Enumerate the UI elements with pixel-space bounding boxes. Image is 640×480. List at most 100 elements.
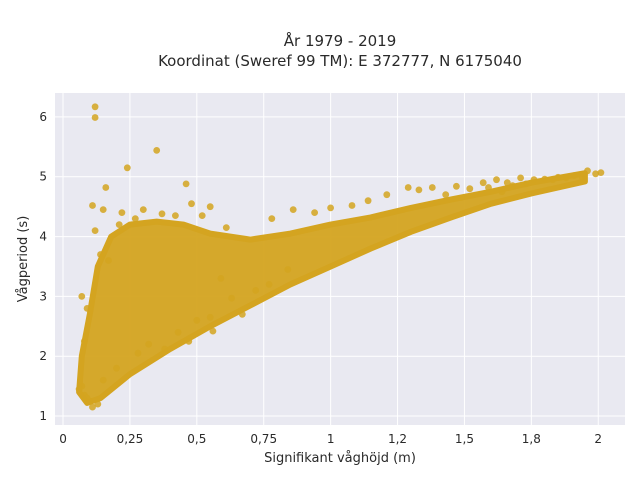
- data-point: [158, 210, 166, 218]
- data-point: [228, 294, 236, 302]
- data-point: [94, 400, 102, 408]
- data-point: [139, 206, 147, 214]
- x-axis-label: Signifikant våghöjd (m): [264, 451, 416, 466]
- data-points: [75, 103, 605, 411]
- data-point: [503, 179, 511, 187]
- data-point: [252, 287, 260, 294]
- data-point: [453, 182, 460, 190]
- data-point: [222, 224, 230, 232]
- data-point: [541, 175, 549, 183]
- data-point: [442, 191, 450, 199]
- y-axis-label: Vågperiod (s): [16, 216, 31, 303]
- data-point: [83, 305, 91, 312]
- data-point: [75, 385, 83, 393]
- data-point: [123, 164, 131, 172]
- data-point: [265, 281, 273, 288]
- data-point: [193, 316, 201, 324]
- data-point: [97, 251, 104, 258]
- y-tick-label: 2: [39, 349, 47, 363]
- x-tick-label: 0,5: [187, 432, 206, 446]
- x-tick-label: 0: [59, 432, 67, 446]
- data-point: [493, 176, 500, 184]
- data-point: [206, 313, 214, 321]
- y-tick-label: 4: [39, 230, 47, 244]
- data-point: [198, 212, 206, 220]
- data-point: [91, 227, 99, 235]
- data-point: [83, 394, 91, 402]
- x-tick-label: 0,75: [250, 432, 277, 446]
- chart-title-line1: År 1979 - 2019: [284, 31, 397, 50]
- x-tick-label: 0,25: [117, 432, 144, 446]
- data-point: [145, 340, 153, 348]
- grid-lines: [55, 93, 625, 425]
- data-point: [428, 184, 436, 191]
- data-point: [161, 345, 169, 353]
- x-axis-ticks: 0 0,25 0,5 0,75 1 1,2 1,5 1,8 2: [59, 432, 602, 446]
- data-point: [89, 403, 96, 411]
- y-tick-label: 6: [39, 110, 47, 124]
- data-point: [131, 215, 139, 223]
- y-axis-ticks: 1 2 3 4 5 6: [39, 110, 47, 423]
- data-point: [174, 328, 182, 336]
- data-point: [592, 170, 599, 178]
- data-point: [530, 176, 538, 184]
- data-point: [115, 221, 123, 229]
- data-point: [466, 185, 474, 193]
- data-point: [89, 202, 96, 209]
- data-point: [91, 114, 99, 121]
- data-point: [217, 275, 225, 282]
- data-point: [383, 191, 391, 199]
- data-point: [99, 206, 107, 214]
- data-point: [118, 209, 126, 217]
- data-point: [327, 204, 334, 212]
- x-tick-label: 1,8: [522, 432, 541, 446]
- data-point: [570, 172, 578, 180]
- chart-title-line2: Koordinat (Sweref 99 TM): E 372777, N 61…: [158, 52, 522, 70]
- x-tick-label: 1,5: [455, 432, 474, 446]
- data-point: [485, 184, 492, 191]
- y-tick-label: 3: [39, 289, 47, 303]
- data-point: [81, 337, 88, 345]
- data-point: [238, 310, 246, 318]
- data-point: [113, 364, 120, 372]
- data-point: [172, 212, 179, 220]
- data-point: [549, 176, 557, 184]
- data-point: [517, 174, 524, 182]
- data-point: [509, 182, 516, 190]
- y-tick-label: 5: [39, 170, 47, 184]
- y-tick-label: 1: [39, 409, 47, 423]
- data-point: [289, 206, 297, 214]
- x-tick-label: 1: [327, 432, 335, 446]
- data-point: [102, 184, 110, 191]
- density-cloud: [76, 170, 588, 406]
- data-point: [182, 180, 190, 188]
- data-point: [415, 186, 423, 194]
- data-point: [479, 179, 487, 187]
- x-tick-label: 2: [594, 432, 602, 446]
- data-point: [134, 349, 142, 357]
- data-point: [578, 173, 586, 181]
- data-point: [522, 180, 530, 188]
- data-point: [498, 188, 506, 196]
- data-point: [206, 203, 214, 211]
- data-point: [99, 376, 107, 384]
- data-point: [185, 337, 193, 345]
- data-point: [105, 257, 112, 264]
- data-point: [268, 215, 276, 223]
- x-tick-label: 1,2: [388, 432, 407, 446]
- data-point: [78, 293, 86, 300]
- data-point: [554, 173, 562, 181]
- data-point: [153, 147, 161, 154]
- data-point: [584, 167, 591, 175]
- data-point: [284, 266, 292, 273]
- data-point: [404, 184, 412, 191]
- data-point: [209, 327, 217, 335]
- point-cloud-core: [76, 170, 588, 406]
- data-point: [364, 197, 372, 205]
- data-point: [597, 169, 605, 177]
- data-point: [188, 200, 195, 208]
- data-point: [311, 209, 318, 217]
- data-point: [91, 103, 99, 111]
- data-point: [562, 174, 570, 182]
